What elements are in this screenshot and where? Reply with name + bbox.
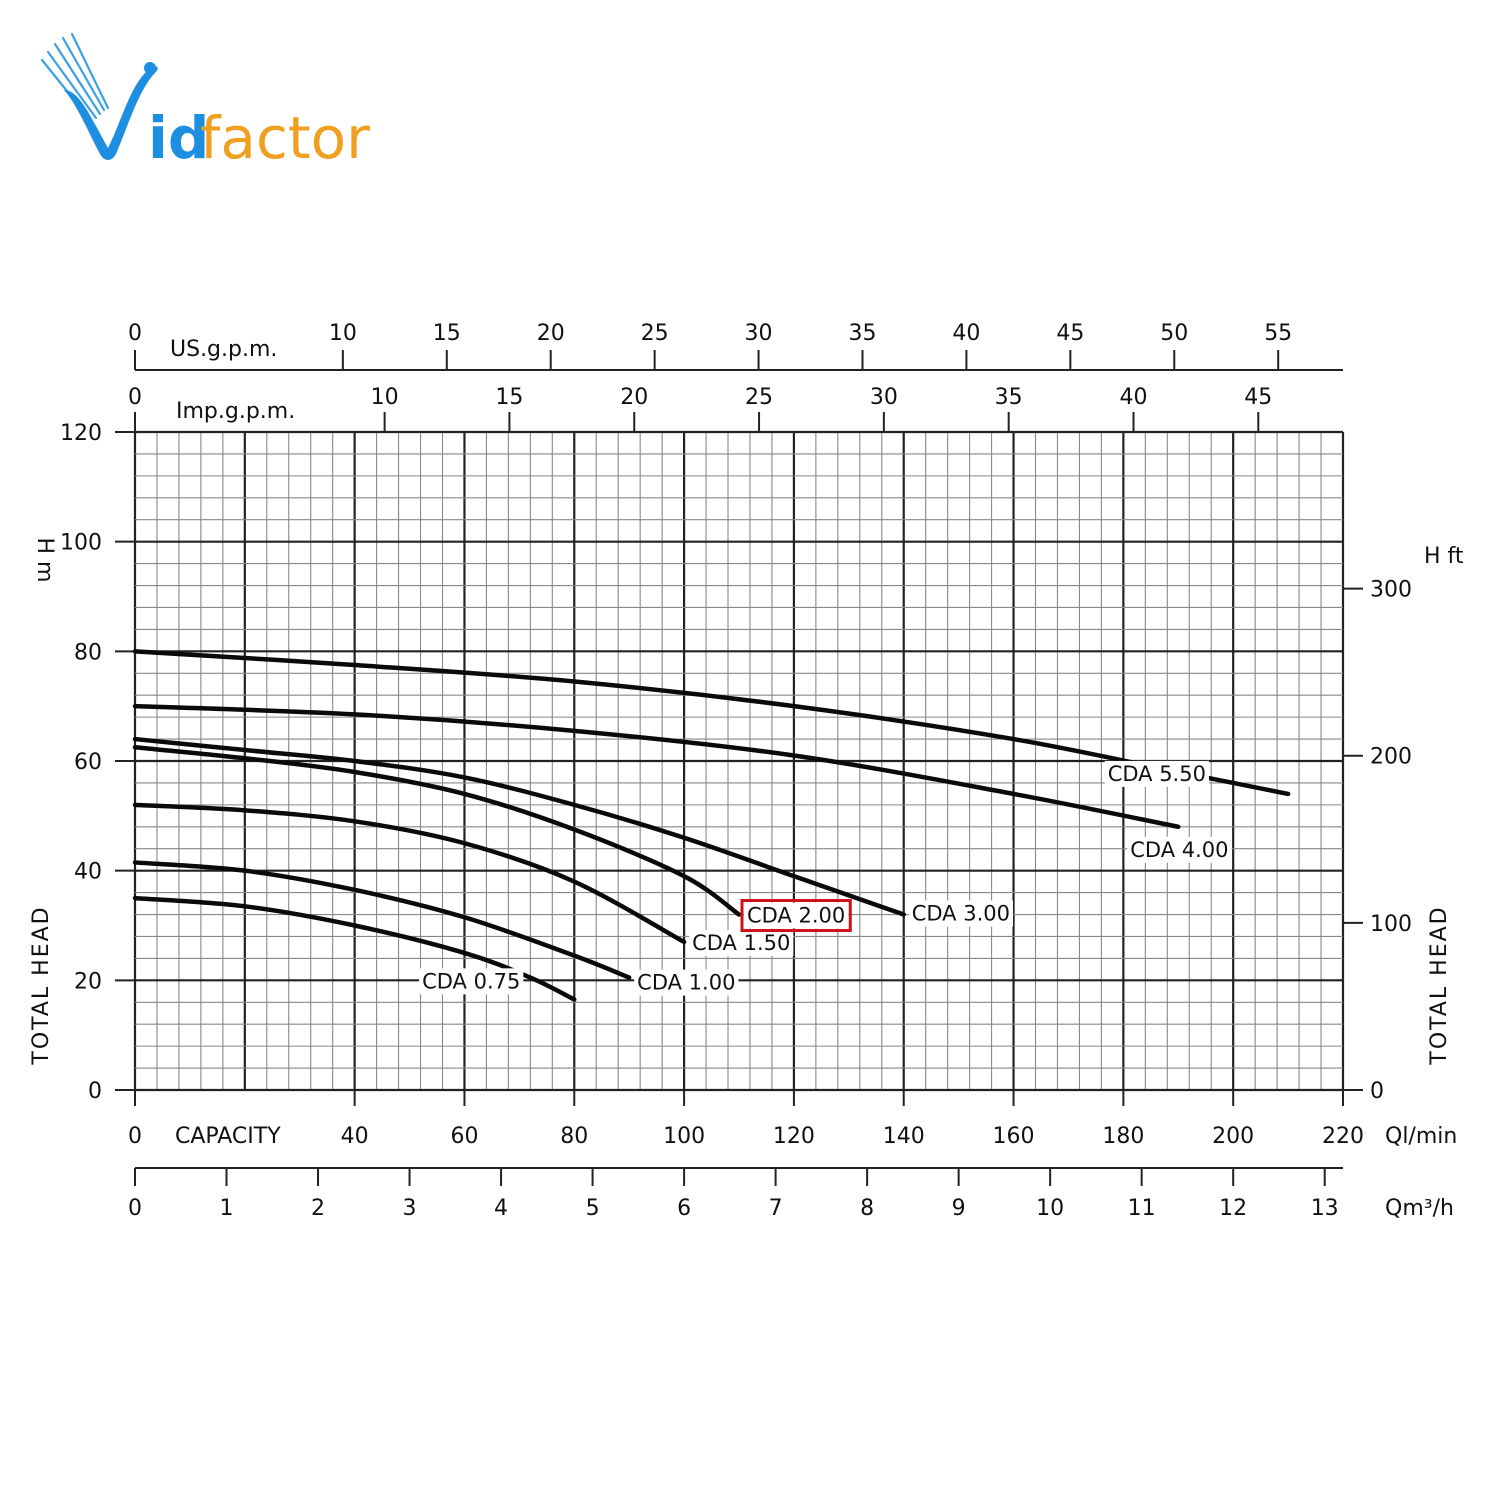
usgpm-tick-label: 55 (1264, 321, 1292, 346)
label-cda-2-00: CDA 2.00 (747, 904, 845, 928)
y-left-unit: H m (32, 538, 57, 583)
usgpm-tick-label: 15 (433, 321, 461, 346)
y-right-tick-label: 300 (1370, 578, 1412, 603)
y-tick-label: 40 (74, 860, 102, 885)
vidfactor-logo: id factor (40, 32, 370, 172)
curve-cda-3-00 (132, 736, 906, 917)
label-cda-1-50: CDA 1.50 (692, 931, 790, 955)
label-bg-cda-1-50 (689, 929, 794, 956)
label-bg-cda-0-75 (419, 968, 524, 995)
label-bg-cda-1-00 (634, 969, 739, 996)
label-cda-0-75: CDA 0.75 (422, 969, 520, 993)
x-tick-label: 100 (663, 1124, 705, 1149)
usgpm-tick-label: 25 (641, 321, 669, 346)
label-bg-cda-3-00 (908, 900, 1013, 927)
y-right-unit: H ft (1424, 544, 1464, 569)
highlight-box (740, 899, 852, 933)
y-left-title: TOTAL HEAD (29, 905, 54, 1065)
label-bg-cda-5-50 (1104, 760, 1209, 787)
impgpm-tick-label: 10 (371, 385, 399, 410)
m3h-tick-label: 11 (1128, 1196, 1156, 1221)
usgpm-tick-label: 40 (952, 321, 980, 346)
usgpm-tick-label: 0 (128, 321, 142, 346)
usgpm-tick-label: 50 (1160, 321, 1188, 346)
y-tick-label: 100 (60, 531, 102, 556)
y-tick-label: 120 (60, 421, 102, 446)
impgpm-tick-label: 30 (870, 385, 898, 410)
impgpm-tick-label: 35 (995, 385, 1023, 410)
label-cda-5-50: CDA 5.50 (1108, 762, 1206, 786)
m3h-tick-label: 2 (311, 1196, 325, 1221)
impgpm-tick-label: 40 (1119, 385, 1147, 410)
m3h-tick-label: 3 (403, 1196, 417, 1221)
impgpm-tick-label: 0 (128, 385, 142, 410)
m3h-tick-label: 5 (586, 1196, 600, 1221)
y-right-tick-label: 0 (1370, 1079, 1384, 1104)
y-tick-label: 20 (74, 969, 102, 994)
impgpm-tick-label: 45 (1244, 385, 1272, 410)
logo-v-shape (64, 66, 158, 160)
impgpm-tick-label: 25 (745, 385, 773, 410)
usgpm-tick-label: 10 (329, 321, 357, 346)
y-tick-label: 80 (74, 640, 102, 665)
chart-curves (132, 649, 1291, 1002)
label-bg-cda-2-00 (744, 902, 849, 929)
m3h-tick-label: 8 (860, 1196, 874, 1221)
x-tick-label: 80 (560, 1124, 588, 1149)
m3h-axis-unit: Qm³/h (1385, 1196, 1454, 1221)
m3h-tick-label: 1 (220, 1196, 234, 1221)
label-bg-cda-4-00 (1127, 836, 1232, 863)
curve-cda-0-75 (132, 895, 577, 1002)
label-cda-1-00: CDA 1.00 (637, 971, 735, 995)
m3h-tick-label: 10 (1036, 1196, 1064, 1221)
y-right-tick-label: 200 (1370, 745, 1412, 770)
x-tick-label: 160 (993, 1124, 1035, 1149)
m3h-tick-label: 9 (952, 1196, 966, 1221)
logo-text-id: id (148, 104, 209, 172)
x-tick-label: 120 (773, 1124, 815, 1149)
x-tick-label: 180 (1102, 1124, 1144, 1149)
y-tick-label: 0 (88, 1079, 102, 1104)
impgpm-axis-title: Imp.g.p.m. (176, 399, 295, 424)
label-cda-3-00: CDA 3.00 (912, 902, 1010, 926)
y-right-tick-label: 100 (1370, 912, 1412, 937)
m3h-tick-label: 12 (1219, 1196, 1247, 1221)
impgpm-tick-label: 20 (620, 385, 648, 410)
impgpm-tick-label: 15 (495, 385, 523, 410)
usgpm-tick-label: 45 (1056, 321, 1084, 346)
x-tick-label: 140 (883, 1124, 925, 1149)
usgpm-tick-label: 35 (848, 321, 876, 346)
curve-cda-1-00 (132, 860, 632, 980)
logo-text-factor: factor (200, 104, 370, 172)
y-tick-label: 60 (74, 750, 102, 775)
usgpm-tick-label: 20 (537, 321, 565, 346)
x-axis-title: CAPACITY (175, 1124, 281, 1149)
label-cda-4-00: CDA 4.00 (1130, 838, 1228, 862)
m3h-tick-label: 7 (769, 1196, 783, 1221)
x-axis-unit: Ql/min (1385, 1124, 1457, 1149)
x-tick-label: 40 (341, 1124, 369, 1149)
chart-labels: CDA 0.75 CDA 1.00 CDA 1.50 CDA 2.00 CDA 3.00… (419, 760, 1232, 996)
x-tick-label: 60 (450, 1124, 478, 1149)
x-tick-label: 200 (1212, 1124, 1254, 1149)
m3h-tick-label: 0 (128, 1196, 142, 1221)
m3h-tick-label: 13 (1311, 1196, 1339, 1221)
curve-cda-4-00 (132, 703, 1181, 830)
m3h-tick-label: 6 (677, 1196, 691, 1221)
usgpm-axis-title: US.g.p.m. (170, 337, 277, 362)
x-tick-label: 220 (1322, 1124, 1364, 1149)
usgpm-tick-label: 30 (745, 321, 773, 346)
y-right-title: TOTAL HEAD (1427, 905, 1452, 1065)
curve-cda-2-00 (132, 745, 742, 917)
x-tick-label: 0 (128, 1124, 142, 1149)
m3h-tick-label: 4 (494, 1196, 508, 1221)
curve-cda-1-50 (132, 802, 687, 945)
